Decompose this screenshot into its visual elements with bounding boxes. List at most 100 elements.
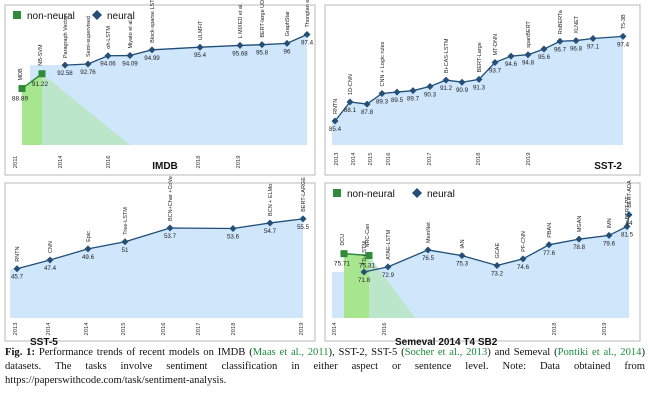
- non-neural-model-label: NRC-Can: [365, 224, 371, 248]
- neural-model-label: MemNet: [426, 222, 432, 243]
- non-neural-area: [344, 253, 369, 318]
- neural-model-label: RNTN: [15, 246, 21, 261]
- neural-marker: [575, 235, 583, 243]
- neural-marker: [283, 39, 291, 47]
- neural-marker: [625, 211, 633, 219]
- neural-marker: [84, 245, 92, 253]
- neural-model-label: ATAE-LSTM: [386, 229, 392, 259]
- neural-model-label: BCN + ELMo: [268, 184, 274, 216]
- x-tick-label: 2016: [386, 153, 392, 166]
- neural-model-label: Bi-CAS-LSTM: [444, 38, 450, 73]
- neural-model-label: BERT-ADA: [627, 180, 633, 208]
- neural-value-label: 72.9: [382, 272, 395, 279]
- x-tick-label: 2018: [231, 323, 237, 336]
- non-neural-marker: [340, 250, 348, 258]
- neural-marker: [104, 52, 112, 60]
- legend-non-neural-label: non-neural: [347, 189, 395, 200]
- citation-socher[interactable]: Socher et al., 2013: [404, 347, 488, 358]
- neural-model-label: oh-LSTM: [106, 26, 112, 49]
- chart-title: IMDB: [152, 161, 178, 172]
- neural-model-label: BERT-LARGE: [301, 177, 307, 212]
- neural-model-label: L MIXED et al.: [238, 3, 244, 39]
- neural-model-label: BERT-large UDA: [260, 0, 266, 38]
- x-tick-label: 2018: [476, 153, 482, 166]
- neural-value-label: 92.76: [80, 69, 96, 76]
- neural-marker: [572, 37, 580, 45]
- neural-value-label: 93.7: [489, 67, 502, 74]
- citation-maas[interactable]: Maas et al., 2011: [252, 347, 329, 358]
- non-neural-model-label: NB-SVM: [38, 44, 44, 66]
- x-tick-label: 2016: [106, 156, 112, 169]
- non-neural-value-label: 88.89: [12, 96, 29, 103]
- x-tick-label: 2018: [196, 156, 202, 169]
- neural-model-label: CNN + Logic rules: [380, 41, 386, 86]
- neural-marker: [605, 231, 613, 239]
- chart-title: SST-5: [30, 337, 58, 348]
- non-neural-model-label: MDB: [18, 68, 24, 81]
- neural-model-label: Semi-supervised: [86, 16, 92, 57]
- neural-value-label: 84: [626, 220, 633, 227]
- neural-model-label: Epic: [86, 231, 92, 242]
- x-tick-label: 2019: [602, 323, 608, 336]
- x-tick-label: 2016: [382, 323, 388, 336]
- legend-non-neural-label: non-neural: [27, 11, 75, 22]
- neural-value-label: 81.5: [621, 232, 634, 239]
- neural-model-label: Block-sparse LSTM: [150, 0, 156, 43]
- neural-marker: [360, 268, 368, 276]
- neural-value-label: 55.5: [297, 224, 310, 231]
- x-tick-label: 2017: [427, 153, 433, 166]
- neural-marker: [378, 89, 386, 97]
- neural-marker: [424, 246, 432, 254]
- neural-model-label: BCN+Char +CoVe: [168, 176, 174, 221]
- neural-value-label: 94.09: [122, 61, 138, 68]
- neural-value-label: 96.7: [554, 46, 567, 53]
- non-neural-fade: [42, 73, 130, 145]
- x-tick-label: 2014: [58, 155, 64, 169]
- neural-marker: [589, 34, 597, 42]
- caption-text-4: ) datasets. The tasks involve sentiment …: [5, 347, 645, 387]
- x-tick-label: 2017: [196, 323, 202, 336]
- neural-area: [332, 36, 623, 145]
- legend-non-neural-marker: [13, 11, 21, 19]
- neural-marker: [393, 88, 401, 96]
- neural-value-label: 51: [122, 247, 129, 254]
- chart-title: SST-2: [594, 161, 622, 172]
- non-neural-value-label: 75.31: [359, 263, 376, 270]
- caption-text-2: ), SST-2, SST-5 (: [328, 347, 405, 358]
- neural-value-label: 45.7: [11, 274, 24, 281]
- neural-model-label: spanBERT: [526, 21, 532, 48]
- neural-value-label: 85.4: [329, 126, 342, 133]
- neural-area: [10, 218, 303, 318]
- neural-marker: [166, 224, 174, 232]
- neural-value-label: 89.5: [391, 97, 404, 104]
- neural-marker: [507, 52, 515, 60]
- neural-model-label: BERT-Large: [477, 42, 483, 72]
- neural-marker: [258, 41, 266, 49]
- non-neural-area: [22, 73, 42, 145]
- neural-value-label: 94.06: [100, 61, 116, 68]
- neural-value-label: 95.6: [538, 54, 551, 61]
- chart-title: Semeval 2014 T4 SB2: [395, 337, 498, 348]
- neural-marker: [346, 98, 354, 106]
- neural-marker: [13, 265, 21, 273]
- x-tick-label: 2015: [121, 323, 127, 336]
- neural-value-label: 97.4: [301, 40, 314, 47]
- neural-value-label: 95.4: [194, 52, 207, 59]
- neural-marker: [61, 61, 69, 69]
- neural-model-label: T5-3B: [621, 14, 627, 29]
- non-neural-fade: [369, 255, 415, 318]
- legend-neural-label: neural: [427, 189, 455, 200]
- legend-neural-marker: [412, 188, 422, 198]
- neural-marker: [363, 100, 371, 108]
- legend-neural-marker: [92, 10, 102, 20]
- x-tick-label: 2014: [84, 322, 90, 336]
- neural-value-label: 74.6: [517, 264, 530, 271]
- x-tick-label: 2013: [334, 153, 340, 166]
- neural-model-label: CNN: [48, 241, 54, 253]
- neural-model-label: Miyato et al.: [128, 18, 134, 48]
- neural-value-label: 90.9: [456, 87, 469, 94]
- chart-panel-4: 75.71 DCU 75.31 NRC-Can 71.8 TD-LSTM 72.9 ATAE-…: [324, 180, 641, 348]
- citation-pontiki[interactable]: Pontiki et al., 2014: [557, 347, 642, 358]
- neural-marker: [384, 263, 392, 271]
- neural-value-label: 53.6: [227, 234, 240, 241]
